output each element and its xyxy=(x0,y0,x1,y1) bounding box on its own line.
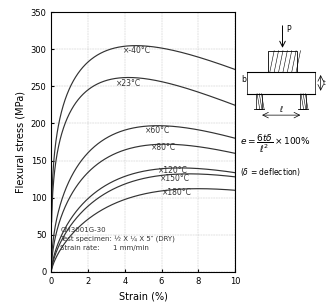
Text: b: b xyxy=(241,75,246,84)
Text: CM3001G-30
Test specimen: ½ X ¼ X 5″ (DRY)
Strain rate:      1 mm/min: CM3001G-30 Test specimen: ½ X ¼ X 5″ (DR… xyxy=(61,227,175,251)
Y-axis label: Flexural stress (MPa): Flexural stress (MPa) xyxy=(15,91,25,193)
Text: ×120°C: ×120°C xyxy=(158,166,188,175)
Text: ×60°C: ×60°C xyxy=(145,126,170,135)
Text: $e = \dfrac{6t\delta}{\ell^2} \times 100\%$: $e = \dfrac{6t\delta}{\ell^2} \times 100… xyxy=(240,133,311,155)
Text: t: t xyxy=(322,80,325,86)
Text: ($\delta$ = deflection): ($\delta$ = deflection) xyxy=(240,166,301,178)
Text: ×80°C: ×80°C xyxy=(151,143,176,152)
Text: ×-40°C: ×-40°C xyxy=(123,46,151,55)
Text: ×180°C: ×180°C xyxy=(162,188,191,197)
Text: ×150°C: ×150°C xyxy=(160,174,190,183)
Text: ×23°C: ×23°C xyxy=(116,79,141,88)
Text: P: P xyxy=(286,25,291,33)
Text: $\ell$: $\ell$ xyxy=(279,103,284,114)
X-axis label: Strain (%): Strain (%) xyxy=(119,291,167,301)
